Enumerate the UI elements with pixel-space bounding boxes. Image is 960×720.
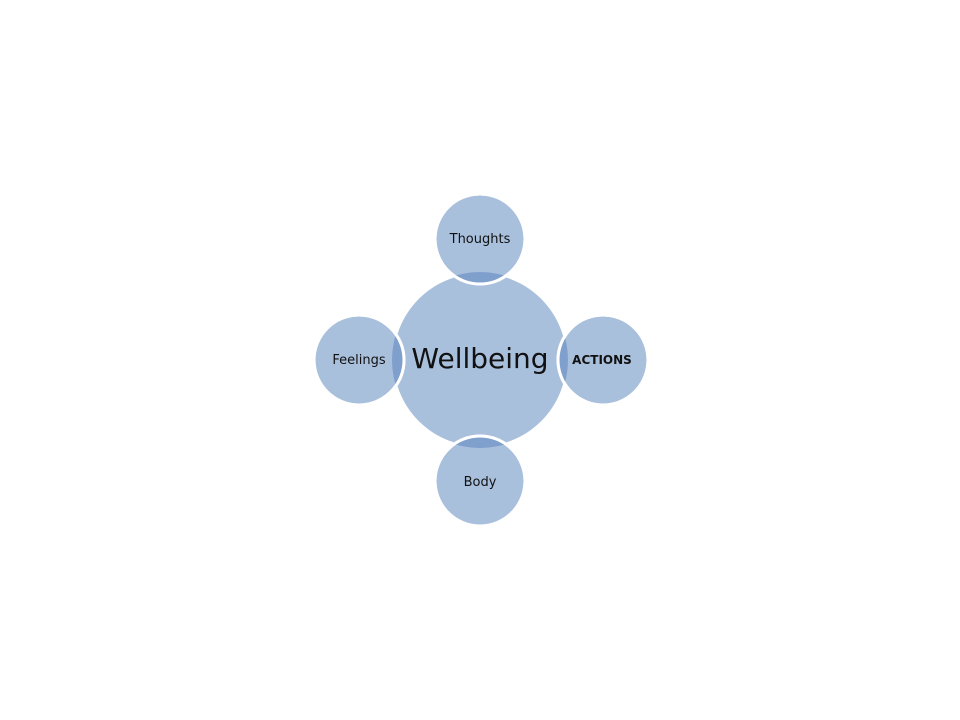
node-top-outline bbox=[433, 192, 527, 286]
center-label: Wellbeing bbox=[411, 342, 548, 375]
node-right-label: ACTIONS bbox=[572, 353, 632, 367]
node-bottom-label: Body bbox=[464, 475, 497, 490]
node-right: ACTIONS bbox=[556, 313, 650, 407]
node-left-label: Feelings bbox=[332, 353, 385, 368]
node-left: Feelings bbox=[312, 313, 406, 407]
node-top: Thoughts bbox=[433, 192, 527, 286]
node-top-label: Thoughts bbox=[449, 232, 511, 247]
node-left-outline bbox=[312, 313, 406, 407]
node-bottom: Body bbox=[433, 434, 527, 528]
node-right-outline bbox=[556, 313, 650, 407]
node-bottom-outline bbox=[433, 434, 527, 528]
